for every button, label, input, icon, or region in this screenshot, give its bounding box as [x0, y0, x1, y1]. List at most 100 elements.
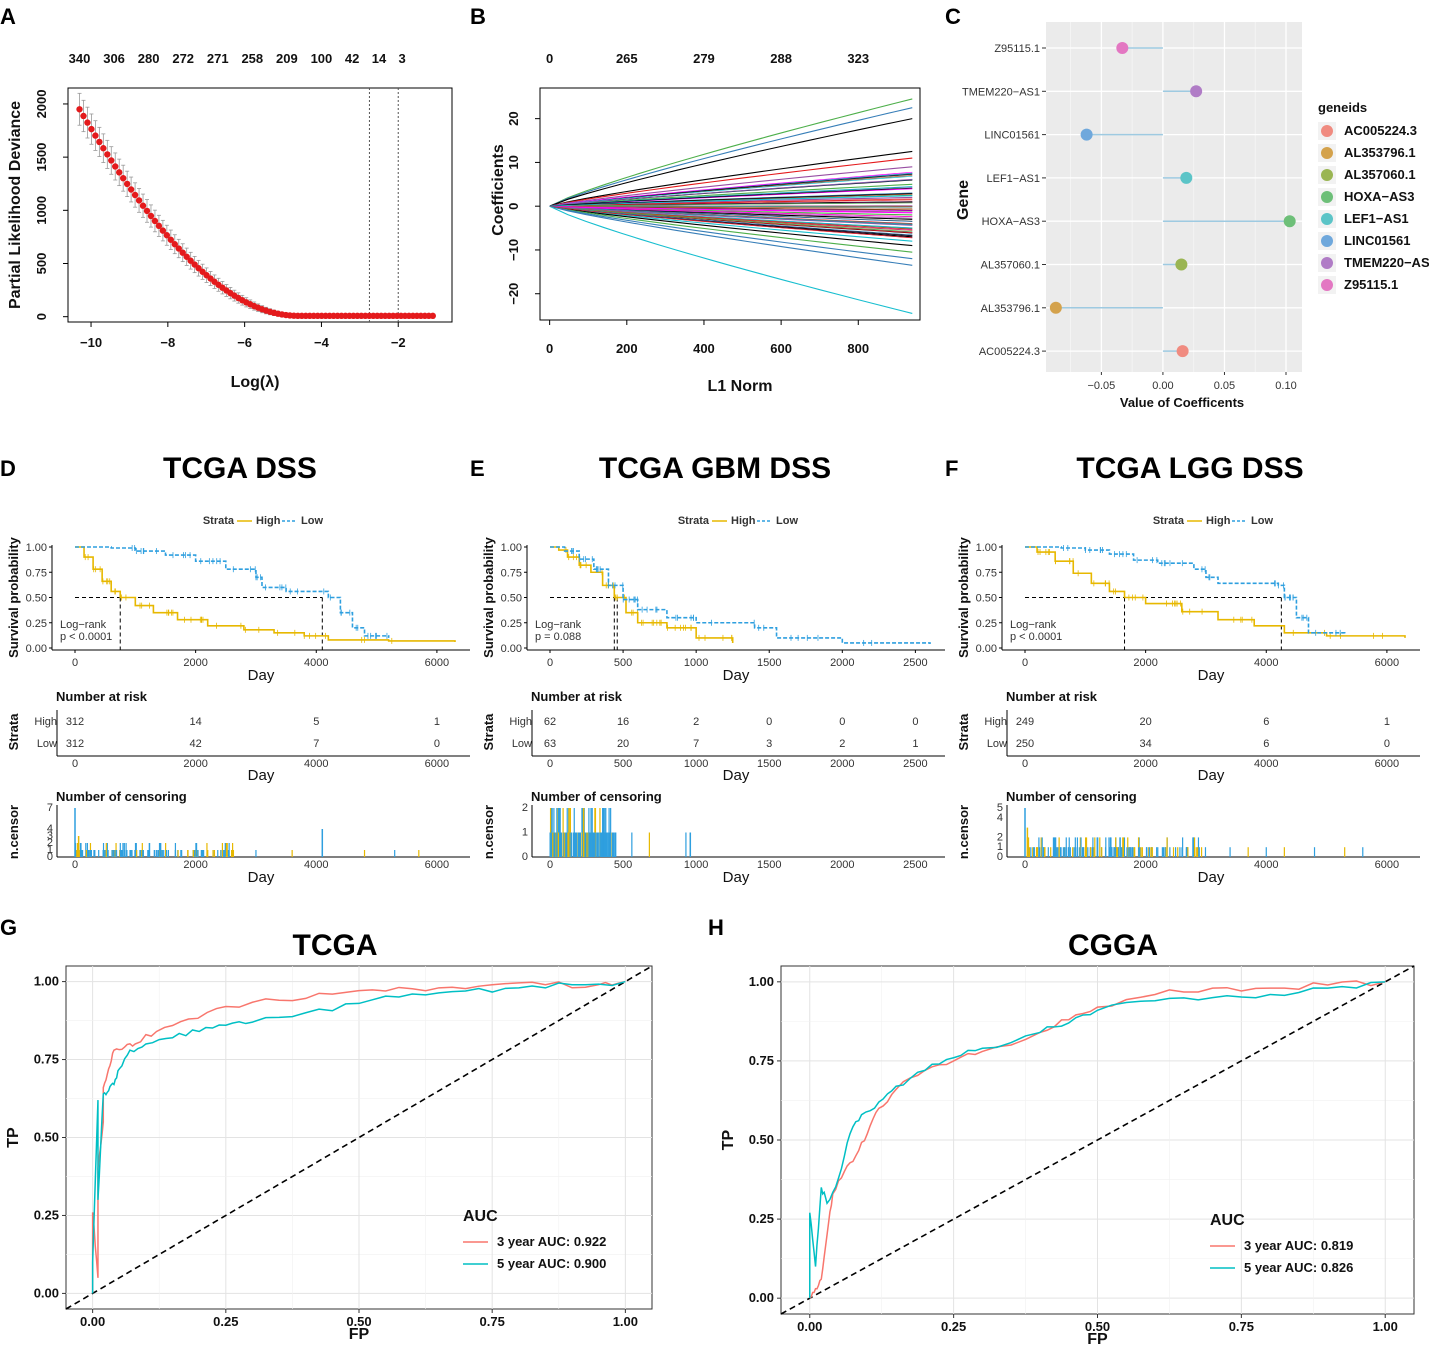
y-tick-label: 0 — [506, 203, 521, 210]
legend-entry: TMEM220−AS1 — [1344, 255, 1429, 270]
deviance-point — [127, 186, 135, 193]
risk-low-value: 2 — [839, 738, 845, 750]
censor-y-tick: 7 — [47, 802, 53, 814]
risk-high-value: 20 — [1140, 716, 1152, 728]
y-tick-label: 0.50 — [26, 593, 47, 605]
x-axis-label: FP — [349, 1326, 370, 1343]
x-tick-label: −10 — [80, 335, 102, 350]
risk-high-value: 1 — [1384, 716, 1390, 728]
risk-high-value: 62 — [544, 716, 556, 728]
x-tick-label: 0.75 — [1229, 1319, 1254, 1334]
legend-entry: HOXA−AS3 — [1344, 189, 1414, 204]
risk-tick: 500 — [614, 758, 632, 770]
y-axis-label: TP — [720, 1129, 737, 1150]
deviance-point — [187, 257, 194, 264]
coef-path-bundle — [549, 178, 913, 207]
pvalue-label: p = 0.088 — [535, 631, 581, 643]
top-label: 340 — [69, 51, 91, 66]
x-axis-label: Day — [723, 667, 750, 684]
top-label: 279 — [693, 51, 715, 66]
risk-high-value: 6 — [1263, 716, 1269, 728]
risk-tick: 0 — [72, 758, 78, 770]
censor-x-tick: 500 — [614, 859, 632, 871]
risk-low-value: 250 — [1016, 738, 1034, 750]
risk-high-value: 312 — [66, 716, 84, 728]
x-tick-label: 500 — [614, 657, 632, 669]
legend-entry: 3 year AUC: 0.819 — [1244, 1238, 1353, 1253]
legend-entry: LEF1−AS1 — [1344, 211, 1409, 226]
y-tick-label: 1.00 — [34, 974, 59, 989]
coef-path — [549, 205, 913, 266]
coef-path — [549, 157, 913, 207]
x-tick-label: 0.25 — [213, 1314, 238, 1329]
x-tick-label: 0.50 — [346, 1314, 371, 1329]
x-tick-label: 1500 — [757, 657, 781, 669]
gene-label: AC005224.3 — [979, 346, 1040, 358]
deviance-point — [139, 202, 147, 209]
diagonal-reference — [780, 965, 1415, 1315]
risk-x-label: Day — [723, 767, 750, 784]
risk-x-label: Day — [248, 767, 275, 784]
censor-ylabel: n.censor — [6, 805, 21, 859]
risk-high-value: 2 — [693, 716, 699, 728]
x-tick-label: 2500 — [903, 657, 927, 669]
deviance-point — [155, 222, 163, 230]
risk-low-value: 0 — [434, 738, 440, 750]
coef-path-bundle — [549, 205, 913, 222]
gene-label: Z95115.1 — [994, 43, 1040, 55]
risk-title: Number at risk — [56, 689, 148, 704]
coef-path — [549, 205, 913, 216]
deviance-point — [175, 245, 182, 252]
x-tick-label: 0 — [546, 341, 553, 356]
x-tick-label: 6000 — [1375, 657, 1399, 669]
y-tick-label: 500 — [34, 253, 49, 275]
x-axis-label: Day — [248, 667, 275, 684]
logrank-label: Log−rank — [535, 619, 582, 631]
censor-y-tick: 1 — [47, 844, 53, 856]
y-tick-label: 0 — [34, 313, 49, 320]
legend-entry: Z95115.1 — [1344, 277, 1398, 292]
risk-high-value: 0 — [839, 716, 845, 728]
y-tick-label: 0.00 — [34, 1285, 59, 1300]
coef-path-bundle — [549, 205, 913, 226]
x-tick-label: 400 — [693, 341, 715, 356]
risk-high-value: 0 — [766, 716, 772, 728]
y-axis-label: Gene — [955, 180, 972, 220]
x-tick-label: 0.05 — [1214, 380, 1235, 392]
x-tick-label: −8 — [160, 335, 175, 350]
risk-low-value: 7 — [313, 738, 319, 750]
censor-title: Number of censoring — [56, 789, 187, 804]
legend-entry: 5 year AUC: 0.900 — [497, 1256, 606, 1271]
gene-label: LINC01561 — [984, 130, 1040, 142]
y-axis-label: Survival probability — [481, 536, 496, 657]
y-tick-label: 1.00 — [749, 974, 774, 989]
deviance-point — [76, 106, 83, 113]
risk-low-value: 3 — [766, 738, 772, 750]
risk-high-value: 5 — [313, 716, 319, 728]
coef-path-bundle — [549, 173, 913, 207]
y-tick-label: 0.25 — [501, 618, 522, 630]
deviance-point — [151, 217, 159, 225]
y-tick-label: 2000 — [34, 89, 49, 118]
y-tick-label: 0.50 — [976, 593, 997, 605]
censor-x-tick: 1000 — [684, 859, 708, 871]
km-low-curve — [550, 546, 931, 644]
lollipop-point — [1049, 301, 1062, 314]
x-tick-label: 4000 — [304, 657, 328, 669]
deviance-point — [163, 232, 171, 239]
y-tick-label: 0.50 — [501, 593, 522, 605]
top-label: 0 — [546, 51, 553, 66]
y-tick-label: 0.75 — [501, 567, 522, 579]
censor-x-tick: 0 — [72, 859, 78, 871]
risk-tick: 2000 — [183, 758, 207, 770]
deviance-point — [429, 312, 436, 320]
x-tick-label: 800 — [847, 341, 869, 356]
y-tick-label: 0.00 — [749, 1290, 774, 1305]
y-tick-label: 1.00 — [26, 542, 47, 554]
risk-tick: 2500 — [903, 758, 927, 770]
panel-label-h: H — [708, 915, 724, 940]
risk-tick: 0 — [547, 758, 553, 770]
panel-label-d: D — [0, 456, 16, 481]
coef-path — [549, 205, 913, 260]
legend-dot — [1321, 213, 1333, 225]
